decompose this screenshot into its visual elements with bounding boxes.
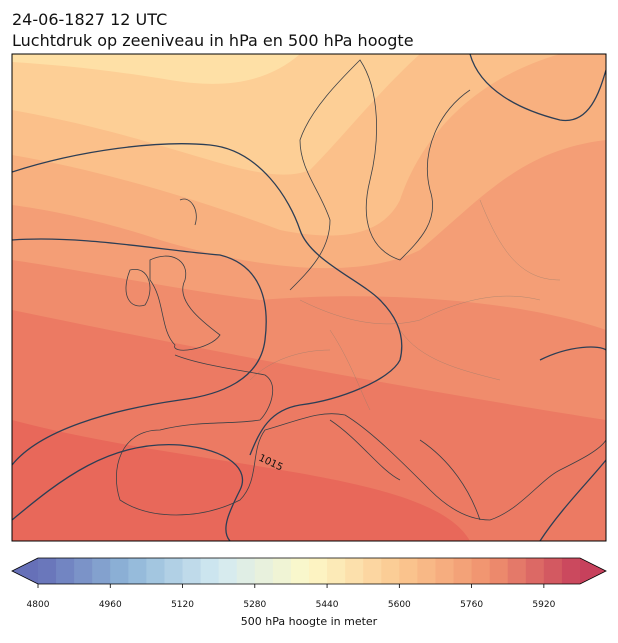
fill-band <box>12 54 420 175</box>
colorbar-segment <box>38 558 57 584</box>
colorbar-segment <box>146 558 165 584</box>
coastline <box>116 354 606 521</box>
colorbar-segment <box>56 558 75 584</box>
colorbar: 4800 4960 5120 5280 5440 5600 5760 5920 <box>11 557 607 610</box>
map: 1015 <box>12 54 606 541</box>
colorbar-segment <box>345 558 364 584</box>
colorbar-extend-high <box>580 558 606 584</box>
map-frame <box>11 53 607 542</box>
fill-band <box>12 54 300 84</box>
colorbar-segment <box>507 558 527 584</box>
isobar <box>12 443 244 541</box>
colorbar-segment <box>218 558 238 584</box>
colorbar-segment <box>309 558 328 584</box>
colorbar-segment <box>417 558 436 584</box>
colorbar-tick-label: 5440 <box>316 600 339 610</box>
colorbar-segment <box>74 558 93 584</box>
isobar <box>12 143 403 456</box>
colorbar-tick-label: 5280 <box>243 600 266 610</box>
colorbar-segment <box>272 558 292 584</box>
colorbar-segment <box>110 558 129 584</box>
isobar <box>469 54 606 122</box>
colorbar-segment <box>236 558 256 584</box>
colorbar-segment <box>128 558 147 584</box>
isobar <box>12 238 267 466</box>
colorbar-tick-label: 5600 <box>388 600 411 610</box>
border <box>249 199 561 411</box>
colorbar-segment <box>363 558 382 584</box>
coastline <box>179 198 197 226</box>
colorbar-tick-label: 5760 <box>460 600 483 610</box>
colorbar-segment <box>327 558 346 584</box>
coastline <box>125 268 151 307</box>
colorbar-outline <box>11 557 607 585</box>
coastline <box>329 419 481 521</box>
title-date: 24-06-1827 12 UTC <box>12 10 167 29</box>
isobar <box>539 346 606 361</box>
colorbar-extend-low <box>12 558 38 584</box>
colorbar-tick-label: 4960 <box>99 600 122 610</box>
colorbar-segment <box>489 558 509 584</box>
colorbar-tick-label: 4800 <box>27 600 50 610</box>
colorbar-segment <box>525 558 545 584</box>
colorbar-segment <box>290 558 310 584</box>
colorbar-segment <box>453 558 473 584</box>
colorbar-segment <box>200 558 220 584</box>
colorbar-segment <box>182 558 202 584</box>
colorbar-segment <box>254 558 274 584</box>
colorbar-segment <box>399 558 418 584</box>
colorbar-segment <box>92 558 111 584</box>
colorbar-segment <box>471 558 491 584</box>
colorbar-tick-label: 5920 <box>532 600 555 610</box>
colorbar-label: 500 hPa hoogte in meter <box>241 615 378 628</box>
colorbar-tick-label: 5120 <box>171 600 194 610</box>
colorbar-segment <box>561 558 581 584</box>
colorbar-segment <box>543 558 563 584</box>
coastline <box>289 59 471 291</box>
colorbar-segment <box>164 558 184 584</box>
colorbar-segment <box>381 558 400 584</box>
colorbar-segment <box>435 558 455 584</box>
title-subtitle: Luchtdruk op zeeniveau in hPa en 500 hPa… <box>12 31 414 50</box>
isobar <box>539 459 606 541</box>
